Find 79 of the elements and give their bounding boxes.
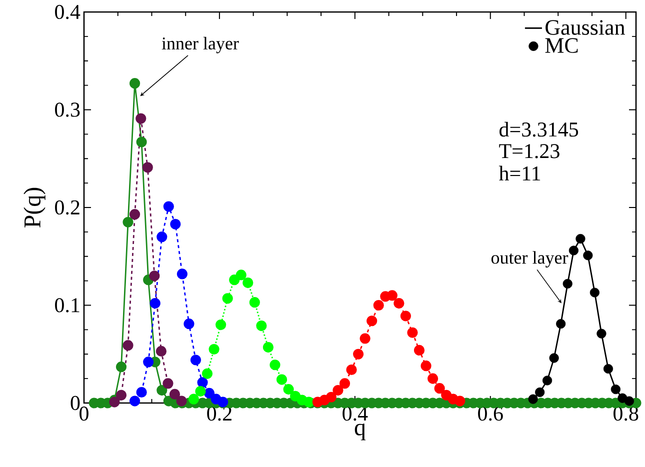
point bbox=[149, 270, 160, 282]
point bbox=[603, 364, 614, 374]
point bbox=[156, 232, 168, 242]
point bbox=[556, 319, 566, 329]
point bbox=[130, 209, 140, 220]
point bbox=[116, 390, 127, 400]
point bbox=[197, 377, 208, 388]
point bbox=[236, 270, 246, 280]
point bbox=[229, 274, 240, 286]
point bbox=[407, 327, 418, 338]
point bbox=[326, 392, 337, 402]
point bbox=[122, 340, 134, 351]
point bbox=[360, 333, 370, 344]
point bbox=[339, 378, 350, 389]
point bbox=[202, 368, 213, 379]
point bbox=[156, 346, 167, 356]
point bbox=[576, 234, 586, 244]
annotation: h=11 bbox=[498, 166, 540, 180]
point bbox=[195, 386, 206, 397]
point bbox=[373, 300, 384, 311]
point bbox=[184, 318, 194, 330]
y-tick-label: 0.3 bbox=[55, 102, 80, 117]
point bbox=[542, 376, 552, 386]
point bbox=[222, 293, 233, 304]
point bbox=[353, 348, 364, 360]
point bbox=[596, 328, 606, 338]
point bbox=[270, 360, 280, 370]
point bbox=[420, 360, 432, 372]
point bbox=[346, 364, 357, 376]
point bbox=[414, 344, 425, 356]
point bbox=[162, 378, 174, 389]
point bbox=[256, 320, 267, 332]
point bbox=[568, 246, 578, 256]
point bbox=[535, 387, 545, 398]
y-axis-title: P(q) bbox=[24, 188, 46, 228]
point bbox=[143, 356, 154, 368]
point bbox=[562, 278, 572, 289]
x-axis-title: q bbox=[354, 424, 366, 440]
point bbox=[283, 384, 294, 395]
point bbox=[528, 394, 538, 404]
point bbox=[130, 396, 140, 406]
legend-label: MC bbox=[545, 38, 578, 53]
point bbox=[190, 354, 202, 366]
point bbox=[169, 388, 180, 400]
point bbox=[208, 344, 220, 355]
point bbox=[276, 374, 288, 385]
point bbox=[366, 316, 378, 326]
annotation: d=3.3145 bbox=[500, 122, 578, 137]
legend-label: Gaussian bbox=[546, 20, 625, 35]
y-tick-label: 0 bbox=[70, 396, 80, 410]
y-tick-label: 0.1 bbox=[55, 298, 80, 312]
point bbox=[610, 384, 620, 394]
point bbox=[590, 288, 600, 298]
point bbox=[428, 373, 438, 384]
point bbox=[142, 162, 153, 173]
point bbox=[242, 277, 254, 288]
point bbox=[188, 394, 200, 404]
point bbox=[549, 353, 559, 363]
annotation: outer layer bbox=[491, 251, 568, 268]
point bbox=[400, 310, 412, 322]
point bbox=[136, 113, 146, 124]
y-tick-label: 0.2 bbox=[55, 200, 80, 215]
point bbox=[394, 298, 404, 309]
annotation: T=1.23 bbox=[499, 144, 560, 158]
point bbox=[216, 320, 226, 330]
point bbox=[176, 268, 188, 280]
y-tick-label: 0.4 bbox=[55, 4, 80, 20]
point bbox=[583, 250, 593, 260]
point bbox=[150, 298, 160, 309]
point bbox=[332, 384, 344, 396]
point bbox=[249, 297, 260, 308]
point bbox=[262, 342, 274, 353]
point bbox=[624, 396, 634, 406]
point bbox=[386, 290, 398, 301]
annotation: inner layer bbox=[162, 36, 239, 54]
point bbox=[170, 218, 181, 230]
point bbox=[136, 386, 147, 398]
point bbox=[434, 383, 445, 394]
point bbox=[163, 201, 174, 212]
